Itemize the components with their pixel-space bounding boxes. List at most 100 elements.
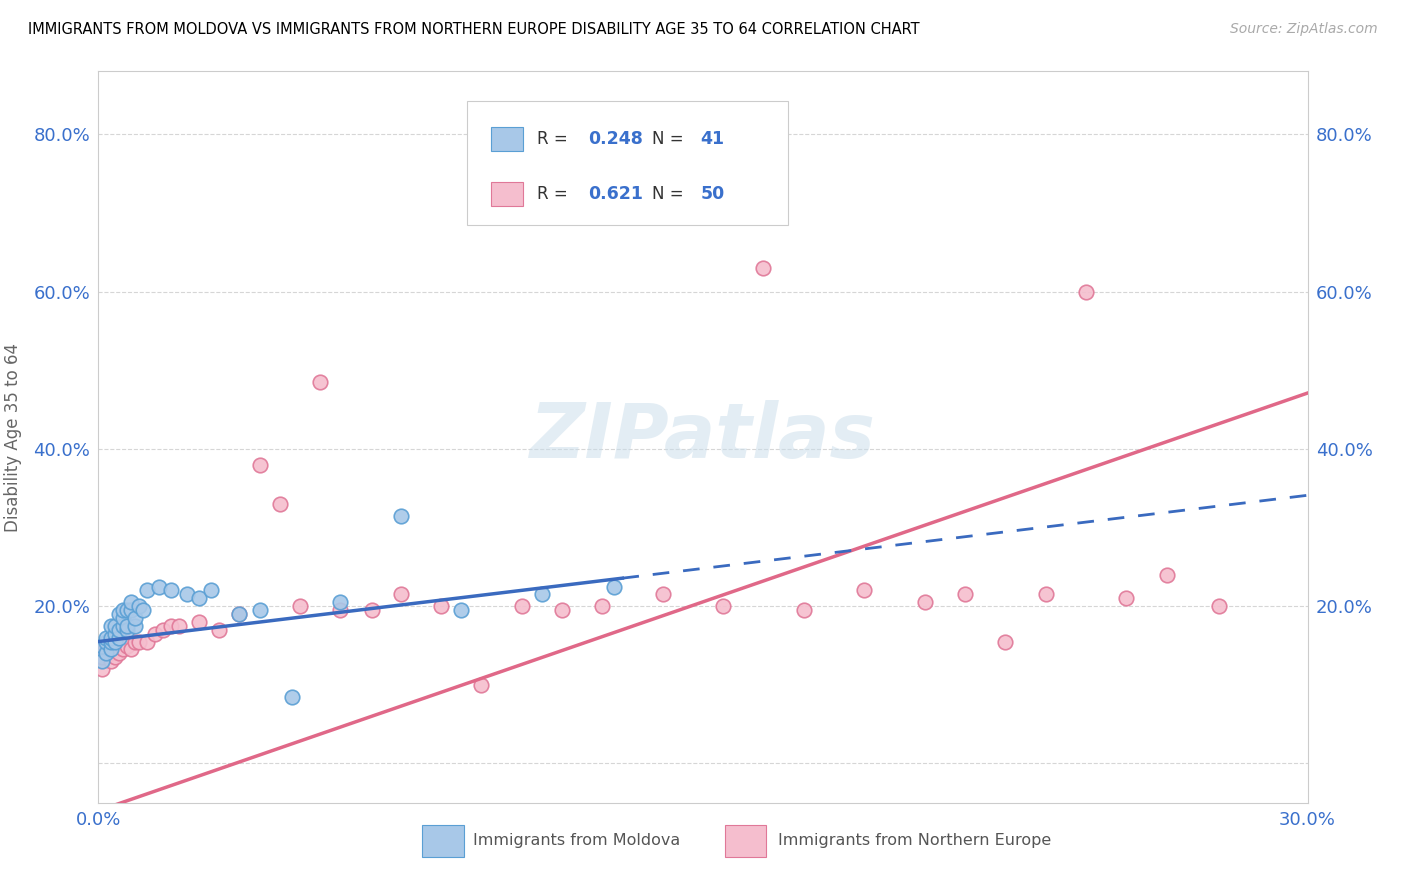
Point <box>853 583 876 598</box>
Point <box>100 646 122 660</box>
Point <box>249 458 271 472</box>
Point <box>1115 591 1137 606</box>
Point <box>135 583 157 598</box>
Point <box>115 639 138 653</box>
Text: Immigrants from Moldova: Immigrants from Moldova <box>474 833 681 848</box>
Point <box>208 623 231 637</box>
Text: 0.248: 0.248 <box>588 130 643 148</box>
Point <box>107 631 129 645</box>
Point <box>160 583 183 598</box>
Point <box>120 603 142 617</box>
Point <box>551 603 574 617</box>
FancyBboxPatch shape <box>724 825 766 857</box>
Point <box>100 634 122 648</box>
FancyBboxPatch shape <box>492 182 523 206</box>
Point <box>160 619 183 633</box>
Point <box>269 497 291 511</box>
Y-axis label: Disability Age 35 to 64: Disability Age 35 to 64 <box>4 343 22 532</box>
Point <box>100 642 122 657</box>
Point <box>530 587 553 601</box>
Point <box>249 603 271 617</box>
Point <box>651 587 673 601</box>
FancyBboxPatch shape <box>422 825 464 857</box>
Text: Source: ZipAtlas.com: Source: ZipAtlas.com <box>1230 22 1378 37</box>
Point <box>281 690 304 704</box>
Point <box>309 375 332 389</box>
Point <box>115 623 138 637</box>
Point <box>361 603 384 617</box>
Point <box>96 634 118 648</box>
Text: ZIPatlas: ZIPatlas <box>530 401 876 474</box>
Text: 0.621: 0.621 <box>588 185 643 203</box>
Point <box>603 580 626 594</box>
FancyBboxPatch shape <box>467 101 787 225</box>
Point <box>1156 567 1178 582</box>
Point <box>115 603 138 617</box>
FancyBboxPatch shape <box>492 128 523 151</box>
Point <box>107 634 129 648</box>
Point <box>1035 587 1057 601</box>
Point <box>103 626 125 640</box>
Point <box>329 603 352 617</box>
Point <box>91 654 114 668</box>
Point <box>591 599 613 614</box>
Point <box>135 634 157 648</box>
Point <box>711 599 734 614</box>
Point <box>389 508 412 523</box>
Point <box>107 607 129 621</box>
Text: 41: 41 <box>700 130 724 148</box>
Text: R =: R = <box>537 185 574 203</box>
Point <box>111 603 134 617</box>
Point <box>100 634 122 648</box>
Point <box>124 619 146 633</box>
Text: R =: R = <box>537 130 574 148</box>
Point <box>953 587 976 601</box>
Point <box>1074 285 1097 299</box>
Point <box>450 603 472 617</box>
Point <box>188 591 211 606</box>
Point <box>107 623 129 637</box>
Point <box>124 634 146 648</box>
Point <box>124 611 146 625</box>
Point <box>470 678 492 692</box>
Point <box>111 611 134 625</box>
Point <box>96 639 118 653</box>
Point <box>329 595 352 609</box>
Point <box>148 580 170 594</box>
Point <box>389 587 412 601</box>
Point <box>128 599 150 614</box>
Point <box>100 631 122 645</box>
Point <box>107 646 129 660</box>
Point <box>152 623 174 637</box>
Point <box>120 642 142 657</box>
Point <box>100 619 122 633</box>
Point <box>176 587 198 601</box>
Text: IMMIGRANTS FROM MOLDOVA VS IMMIGRANTS FROM NORTHERN EUROPE DISABILITY AGE 35 TO : IMMIGRANTS FROM MOLDOVA VS IMMIGRANTS FR… <box>28 22 920 37</box>
Point <box>111 619 134 633</box>
Point <box>167 619 190 633</box>
Point <box>100 654 122 668</box>
Text: Immigrants from Northern Europe: Immigrants from Northern Europe <box>778 833 1052 848</box>
Point <box>914 595 936 609</box>
Point <box>96 642 118 657</box>
Point <box>994 634 1017 648</box>
Point <box>228 607 250 621</box>
Point <box>111 642 134 657</box>
Point <box>96 646 118 660</box>
Point <box>128 634 150 648</box>
Point <box>91 662 114 676</box>
Point <box>143 626 166 640</box>
Point <box>752 260 775 275</box>
Text: N =: N = <box>652 130 689 148</box>
Point <box>111 631 134 645</box>
Point <box>103 639 125 653</box>
Point <box>188 615 211 629</box>
Point <box>510 599 533 614</box>
Point <box>91 650 114 665</box>
Point <box>132 603 155 617</box>
Point <box>1208 599 1230 614</box>
Point <box>228 607 250 621</box>
Point <box>288 599 311 614</box>
Point <box>200 583 222 598</box>
Point <box>793 603 815 617</box>
